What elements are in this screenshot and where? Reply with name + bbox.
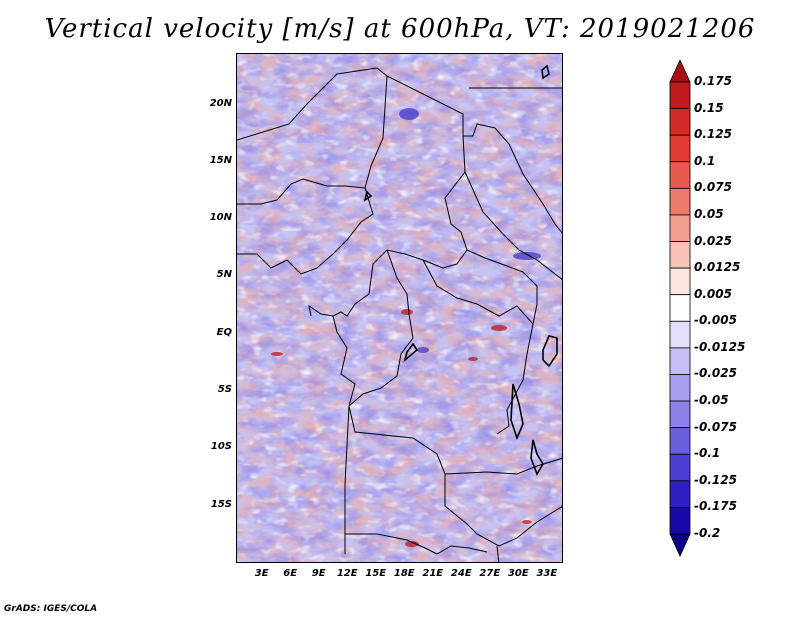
colorbar-label: -0.2 [694,526,721,540]
lon-label-33e: 33E [536,568,558,579]
country-borders [237,67,562,562]
colorbar-label: -0.0125 [694,339,746,354]
colorbar-label: 0.175 [694,74,732,88]
lakes [363,64,558,476]
colorbar-label: -0.125 [694,472,737,487]
lon-label-9e: 9E [311,568,326,579]
lon-label-18e: 18E [393,568,415,579]
colorbar-swatch [669,267,691,296]
colorbar-swatch [669,400,691,429]
lon-label-6e: 6E [283,568,298,579]
colorbar-bottom-arrow [669,533,691,557]
chart-title: Vertical velocity [m/s] at 600hPa, VT: 2… [44,14,756,44]
colorbar-swatch [669,187,691,216]
lon-label-12e: 12E [336,568,358,579]
colorbar-label: 0.025 [694,233,732,248]
colorbar-swatch [669,294,691,322]
colorbar-label: -0.175 [694,499,737,514]
colorbar-swatch [669,480,691,508]
colorbar-label: 0.125 [694,127,732,142]
lat-label-5s: 5S [217,384,232,396]
colorbar-swatch [669,427,691,455]
lon-label-24e: 24E [450,568,472,579]
lat-label-10s: 10S [210,441,232,453]
lon-label-15e: 15E [365,568,387,579]
map-plot-area [236,53,563,563]
lat-label-eq: EQ [216,326,232,338]
colorbar-label: -0.075 [694,419,737,434]
colorbar-swatch [669,241,691,269]
colorbar-label: -0.025 [694,366,737,381]
colorbar-swatch [669,347,691,375]
colorbar-swatch [669,161,691,189]
colorbar-label: -0.1 [694,446,721,461]
grads-credit: GrADS: IGES/COLA [4,604,98,614]
colorbar-label: -0.05 [694,393,729,408]
colorbar-label: 0.1 [694,153,716,168]
colorbar-swatch [669,81,691,109]
colorbar-swatch [669,453,691,482]
lon-label-21e: 21E [422,568,444,579]
lon-label-3e: 3E [254,568,269,579]
colorbar-label: 0.005 [694,286,732,301]
colorbar-swatch [669,134,691,163]
map-field [237,54,562,562]
strong-cells [271,309,532,547]
colorbar-label: 0.15 [694,100,724,115]
lat-label-15s: 15S [210,498,232,510]
colorbar-swatch [669,507,691,535]
colorbar-swatch [669,320,691,349]
lat-label-5n: 5N [216,269,232,281]
colorbar-swatch [669,374,691,402]
colorbar-label: 0.075 [694,180,732,195]
lat-label-15n: 15N [209,154,232,166]
colorbar [669,60,691,557]
colorbar-label: 0.0125 [694,260,741,275]
colorbar-label: 0.05 [694,206,724,221]
colorbar-swatch [669,214,691,242]
lat-label-10n: 10N [209,212,232,224]
colorbar-swatch [669,108,691,136]
field-neutral-pattern [237,54,562,562]
lon-label-27e: 27E [479,568,501,579]
lat-label-20n: 20N [209,97,232,109]
lon-label-30e: 30E [507,568,529,579]
colorbar-top-arrow [669,60,691,83]
colorbar-label: -0.005 [694,313,737,328]
